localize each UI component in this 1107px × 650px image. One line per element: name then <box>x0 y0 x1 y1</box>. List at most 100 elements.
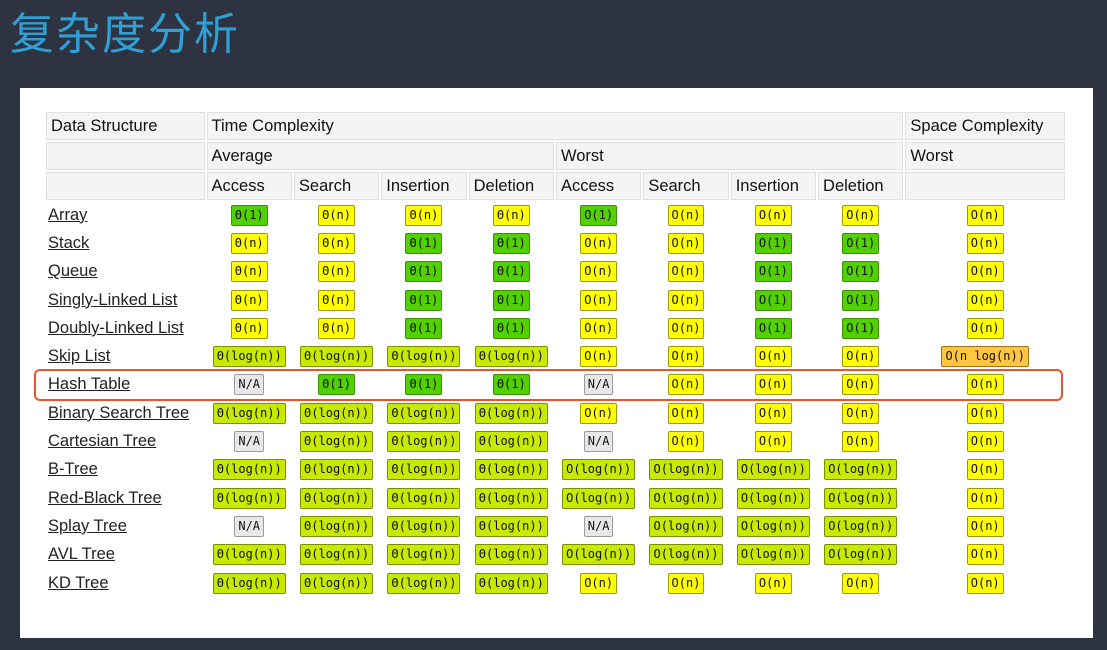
complexity-badge: Θ(n) <box>318 289 356 311</box>
complexity-badge: Θ(log(n)) <box>300 346 374 368</box>
complexity-badge: Θ(log(n)) <box>474 487 548 509</box>
complexity-badge: Θ(log(n)) <box>212 402 286 424</box>
complexity-badge: Θ(log(n)) <box>212 346 286 368</box>
complexity-badge: O(n) <box>842 204 880 226</box>
complexity-badge: Θ(log(n)) <box>300 402 374 424</box>
data-structure-link[interactable]: Queue <box>48 262 98 281</box>
complexity-badge: Θ(log(n)) <box>300 459 374 481</box>
complexity-badge: O(n) <box>667 572 705 594</box>
complexity-cell: O(n) <box>556 287 641 313</box>
complexity-table: Data Structure Time Complexity Space Com… <box>44 110 1067 598</box>
data-structure-link[interactable]: AVL Tree <box>48 545 115 564</box>
complexity-cell: O(log(n)) <box>643 542 728 568</box>
data-structure-link[interactable]: Hash Table <box>48 375 131 394</box>
data-structure-link[interactable]: Binary Search Tree <box>48 403 190 422</box>
complexity-badge: O(n) <box>966 459 1004 481</box>
complexity-badge: Θ(1) <box>405 317 443 339</box>
complexity-cell: Θ(1) <box>207 202 292 228</box>
complexity-cell: O(n) <box>643 315 728 341</box>
complexity-cell: O(1) <box>818 230 903 256</box>
complexity-badge: N/A <box>234 431 265 453</box>
complexity-badge: O(n) <box>842 346 880 368</box>
complexity-cell: Θ(n) <box>469 202 554 228</box>
complexity-cell: Θ(n) <box>294 230 379 256</box>
complexity-badge: O(log(n)) <box>649 544 723 566</box>
data-structure-link[interactable]: Red-Black Tree <box>48 488 162 507</box>
complexity-cell: O(1) <box>731 287 816 313</box>
complexity-cell: Θ(log(n)) <box>469 400 554 426</box>
table-row: B-Tree Θ(log(n)) Θ(log(n)) Θ(log(n)) Θ(log(n… <box>46 457 1065 483</box>
complexity-badge: O(n) <box>966 317 1004 339</box>
complexity-badge: O(n) <box>667 317 705 339</box>
complexity-cell: O(n) <box>643 230 728 256</box>
complexity-cell: O(1) <box>731 315 816 341</box>
complexity-badge: Θ(n) <box>230 232 268 254</box>
header-op-worst-deletion: Deletion <box>818 172 904 200</box>
complexity-cell: Θ(log(n)) <box>469 513 554 539</box>
complexity-badge: O(n) <box>754 402 792 424</box>
data-structure-link[interactable]: Stack <box>48 233 90 252</box>
complexity-cell: O(n) <box>643 202 728 228</box>
data-structure-link[interactable]: Splay Tree <box>48 516 127 535</box>
complexity-cell: O(n) <box>731 202 816 228</box>
complexity-cell: O(n) <box>643 400 728 426</box>
data-structure-link[interactable]: Cartesian Tree <box>48 432 157 451</box>
complexity-cell: Θ(log(n)) <box>381 428 466 454</box>
complexity-cell: Θ(1) <box>381 259 466 285</box>
complexity-badge: O(log(n)) <box>562 459 636 481</box>
complexity-cell: O(n) <box>818 372 903 398</box>
complexity-badge: O(n) <box>966 487 1004 509</box>
header-op-average-access: Access <box>206 172 292 200</box>
complexity-badge: O(n) <box>842 431 880 453</box>
data-structure-link[interactable]: KD Tree <box>48 573 109 592</box>
complexity-badge: Θ(log(n)) <box>387 431 461 453</box>
data-structure-cell: B-Tree <box>46 457 205 483</box>
complexity-cell: Θ(log(n)) <box>294 457 379 483</box>
data-structure-link[interactable]: Singly-Linked List <box>48 290 178 309</box>
complexity-badge: N/A <box>583 515 614 537</box>
complexity-badge: Θ(1) <box>318 374 356 396</box>
header-row-2: Average Worst Worst <box>46 142 1065 170</box>
complexity-badge: O(1) <box>754 317 792 339</box>
complexity-cell: Θ(log(n)) <box>381 457 466 483</box>
complexity-badge: O(log(n)) <box>824 515 898 537</box>
complexity-cell: Θ(n) <box>207 259 292 285</box>
data-structure-link[interactable]: Skip List <box>48 347 111 366</box>
complexity-cell: Θ(log(n)) <box>294 428 379 454</box>
complexity-badge: Θ(log(n)) <box>474 346 548 368</box>
header-op-average-deletion: Deletion <box>468 172 554 200</box>
complexity-badge: O(1) <box>842 317 880 339</box>
complexity-cell: O(n) <box>556 570 641 596</box>
header-op-worst-access: Access <box>555 172 642 200</box>
complexity-badge: O(n) <box>966 261 1004 283</box>
complexity-badge: O(log(n)) <box>649 459 723 481</box>
complexity-cell: O(n) <box>643 428 728 454</box>
complexity-cell: Θ(log(n)) <box>469 428 554 454</box>
complexity-cell: O(log(n)) <box>556 457 641 483</box>
complexity-badge: O(1) <box>842 232 880 254</box>
complexity-cell: Θ(1) <box>469 315 554 341</box>
complexity-cell: Θ(log(n)) <box>469 485 554 511</box>
complexity-badge: Θ(log(n)) <box>474 515 548 537</box>
complexity-cell: Θ(1) <box>381 287 466 313</box>
complexity-cell: Θ(n) <box>294 287 379 313</box>
table-row: Queue Θ(n) Θ(n) Θ(1) Θ(1) O(n) O(n) O(1) O(1) O(n… <box>46 259 1065 285</box>
complexity-cell: Θ(1) <box>381 230 466 256</box>
complexity-badge: O(n) <box>667 261 705 283</box>
data-structure-link[interactable]: Doubly-Linked List <box>48 318 184 337</box>
complexity-cell: Θ(log(n)) <box>207 457 292 483</box>
complexity-cell: O(log(n)) <box>818 542 903 568</box>
complexity-cell: O(n) <box>818 400 903 426</box>
data-structure-link[interactable]: Array <box>48 205 88 224</box>
complexity-cell: O(n) <box>731 428 816 454</box>
complexity-cell: Θ(log(n)) <box>294 513 379 539</box>
complexity-badge: O(log(n)) <box>736 544 810 566</box>
complexity-badge: O(n) <box>754 204 792 226</box>
complexity-cell: Θ(n) <box>207 315 292 341</box>
complexity-cell: O(log(n)) <box>643 457 728 483</box>
data-structure-link[interactable]: B-Tree <box>48 460 98 479</box>
complexity-badge: Θ(log(n)) <box>474 459 548 481</box>
complexity-badge: O(n) <box>966 515 1004 537</box>
complexity-cell: O(n) <box>818 343 903 369</box>
header-time-complexity: Time Complexity <box>206 112 904 140</box>
